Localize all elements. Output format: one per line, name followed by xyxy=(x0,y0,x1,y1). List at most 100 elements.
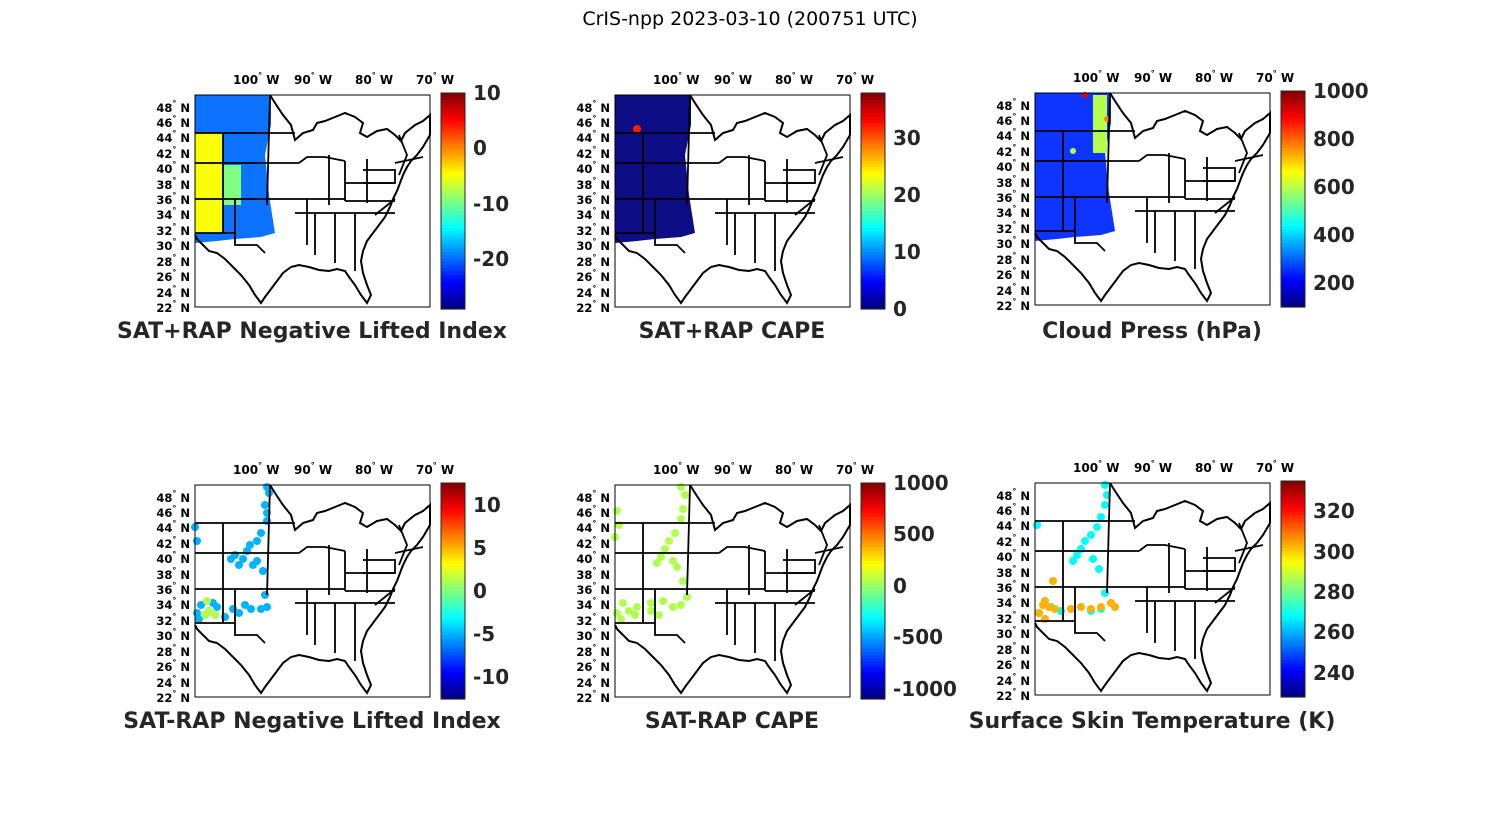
lat-tick-label: 26° N xyxy=(156,658,190,675)
colorbar-segment xyxy=(861,628,885,633)
colorbar xyxy=(440,92,466,310)
state-border xyxy=(794,198,816,216)
colorbar-segment xyxy=(861,302,885,307)
colorbar-segment xyxy=(1281,195,1305,200)
data-point xyxy=(647,599,655,607)
lat-tick-label: 24° N xyxy=(156,673,190,690)
panel-surface-skin-temp: 100° W 90° W 80° W 70° W 48° N 46° N 44° N 42° … xyxy=(940,453,1410,833)
state-border xyxy=(1214,196,1236,214)
colorbar-segment xyxy=(861,668,885,673)
colorbar-segment xyxy=(861,96,885,101)
colorbar-segment xyxy=(441,577,465,582)
colorbar-segment xyxy=(861,695,885,700)
data-warm-region xyxy=(195,133,223,233)
colorbar-segment xyxy=(441,584,465,589)
colorbar-tick-label: 30 xyxy=(893,126,921,151)
data-point xyxy=(239,555,247,563)
colorbar-segment xyxy=(861,682,885,687)
colorbar-segment xyxy=(441,93,465,97)
data-point xyxy=(669,557,677,565)
colorbar-segment xyxy=(1281,280,1305,284)
coastline xyxy=(1034,92,1271,303)
colorbar-segment xyxy=(861,614,885,619)
colorbar-segment xyxy=(1281,269,1305,274)
colorbar-segment xyxy=(441,241,465,246)
colorbar-segment xyxy=(1281,283,1305,288)
data-point xyxy=(655,611,663,619)
colorbar-segment xyxy=(861,655,885,660)
colorbar-segment xyxy=(1281,680,1305,685)
colorbar-segment xyxy=(1281,185,1305,190)
colorbar-segment xyxy=(1281,215,1305,220)
colorbar-segment xyxy=(861,567,885,572)
state-border xyxy=(1138,544,1186,552)
data-point xyxy=(261,501,269,509)
colorbar-segment xyxy=(861,130,885,135)
data-point-warm xyxy=(1051,605,1059,613)
colorbar-segment xyxy=(1281,118,1305,122)
state-border xyxy=(1138,154,1186,162)
data-point xyxy=(1081,537,1089,545)
colorbar-segment xyxy=(1281,582,1305,587)
colorbar-segment xyxy=(1281,276,1305,281)
colorbar-segment xyxy=(441,204,465,209)
colorbar-segment xyxy=(861,553,885,558)
data-point xyxy=(1089,555,1097,563)
colorbar-segment xyxy=(441,265,465,270)
lon-tick-label: 90° W xyxy=(294,461,333,477)
colorbar-segment xyxy=(861,204,885,209)
colorbar-segment xyxy=(441,302,465,307)
colorbar-tick-label: 10 xyxy=(473,81,501,105)
colorbar-segment xyxy=(861,486,885,491)
colorbar-segment xyxy=(1281,599,1305,604)
lat-tick-label: 40° N xyxy=(156,550,190,567)
coastline xyxy=(194,94,431,305)
colorbar-segment xyxy=(441,523,465,528)
colorbar-segment xyxy=(861,503,885,508)
colorbar-segment xyxy=(861,537,885,541)
colorbar-segment xyxy=(861,543,885,548)
lat-tick-label: 48° N xyxy=(156,488,190,505)
colorbar-segment xyxy=(1281,663,1305,668)
colorbar-segment xyxy=(861,611,885,616)
lat-tick-label: 46° N xyxy=(576,113,610,130)
colorbar-segment xyxy=(441,136,465,141)
colorbar-tick-label: 240 xyxy=(1313,660,1355,685)
lat-tick-label: 40° N xyxy=(996,548,1030,565)
colorbar-segment xyxy=(441,120,465,124)
colorbar-segment xyxy=(861,305,885,310)
lat-tick-label: 40° N xyxy=(576,160,610,177)
colorbar-segment xyxy=(441,167,465,172)
colorbar-segment xyxy=(1281,242,1305,247)
data-point-warm xyxy=(1077,603,1085,611)
colorbar-segment xyxy=(861,241,885,246)
lat-tick-label: 46° N xyxy=(996,501,1030,518)
colorbar-segment xyxy=(1281,595,1305,600)
map-figure xyxy=(1033,480,1306,698)
colorbar-segment xyxy=(861,214,885,219)
data-point xyxy=(669,603,677,611)
data-point xyxy=(631,611,639,619)
colorbar-segment xyxy=(441,591,465,595)
data-high-cloud xyxy=(1093,95,1107,153)
lat-tick-label: 44° N xyxy=(996,517,1030,534)
colorbar-segment xyxy=(441,645,465,649)
colorbar-segment xyxy=(1281,145,1305,149)
colorbar-segment xyxy=(1281,253,1305,257)
map-frame xyxy=(1034,92,1271,306)
colorbar-segment xyxy=(441,665,465,670)
state-border xyxy=(654,589,686,644)
colorbar-segment xyxy=(861,255,885,259)
colorbar-segment xyxy=(1281,693,1305,698)
lat-tick-label: 42° N xyxy=(996,532,1030,549)
state-border xyxy=(398,524,408,566)
colorbar-segment xyxy=(861,621,885,626)
colorbar-segment xyxy=(441,611,465,616)
lat-tick-label: 26° N xyxy=(996,266,1030,283)
colorbar-segment xyxy=(861,194,885,199)
lat-tick-label: 30° N xyxy=(996,235,1030,252)
colorbar-segment xyxy=(861,288,885,293)
colorbar-segment xyxy=(1281,639,1305,644)
colorbar-segment xyxy=(441,597,465,602)
colorbar-segment xyxy=(861,224,885,229)
